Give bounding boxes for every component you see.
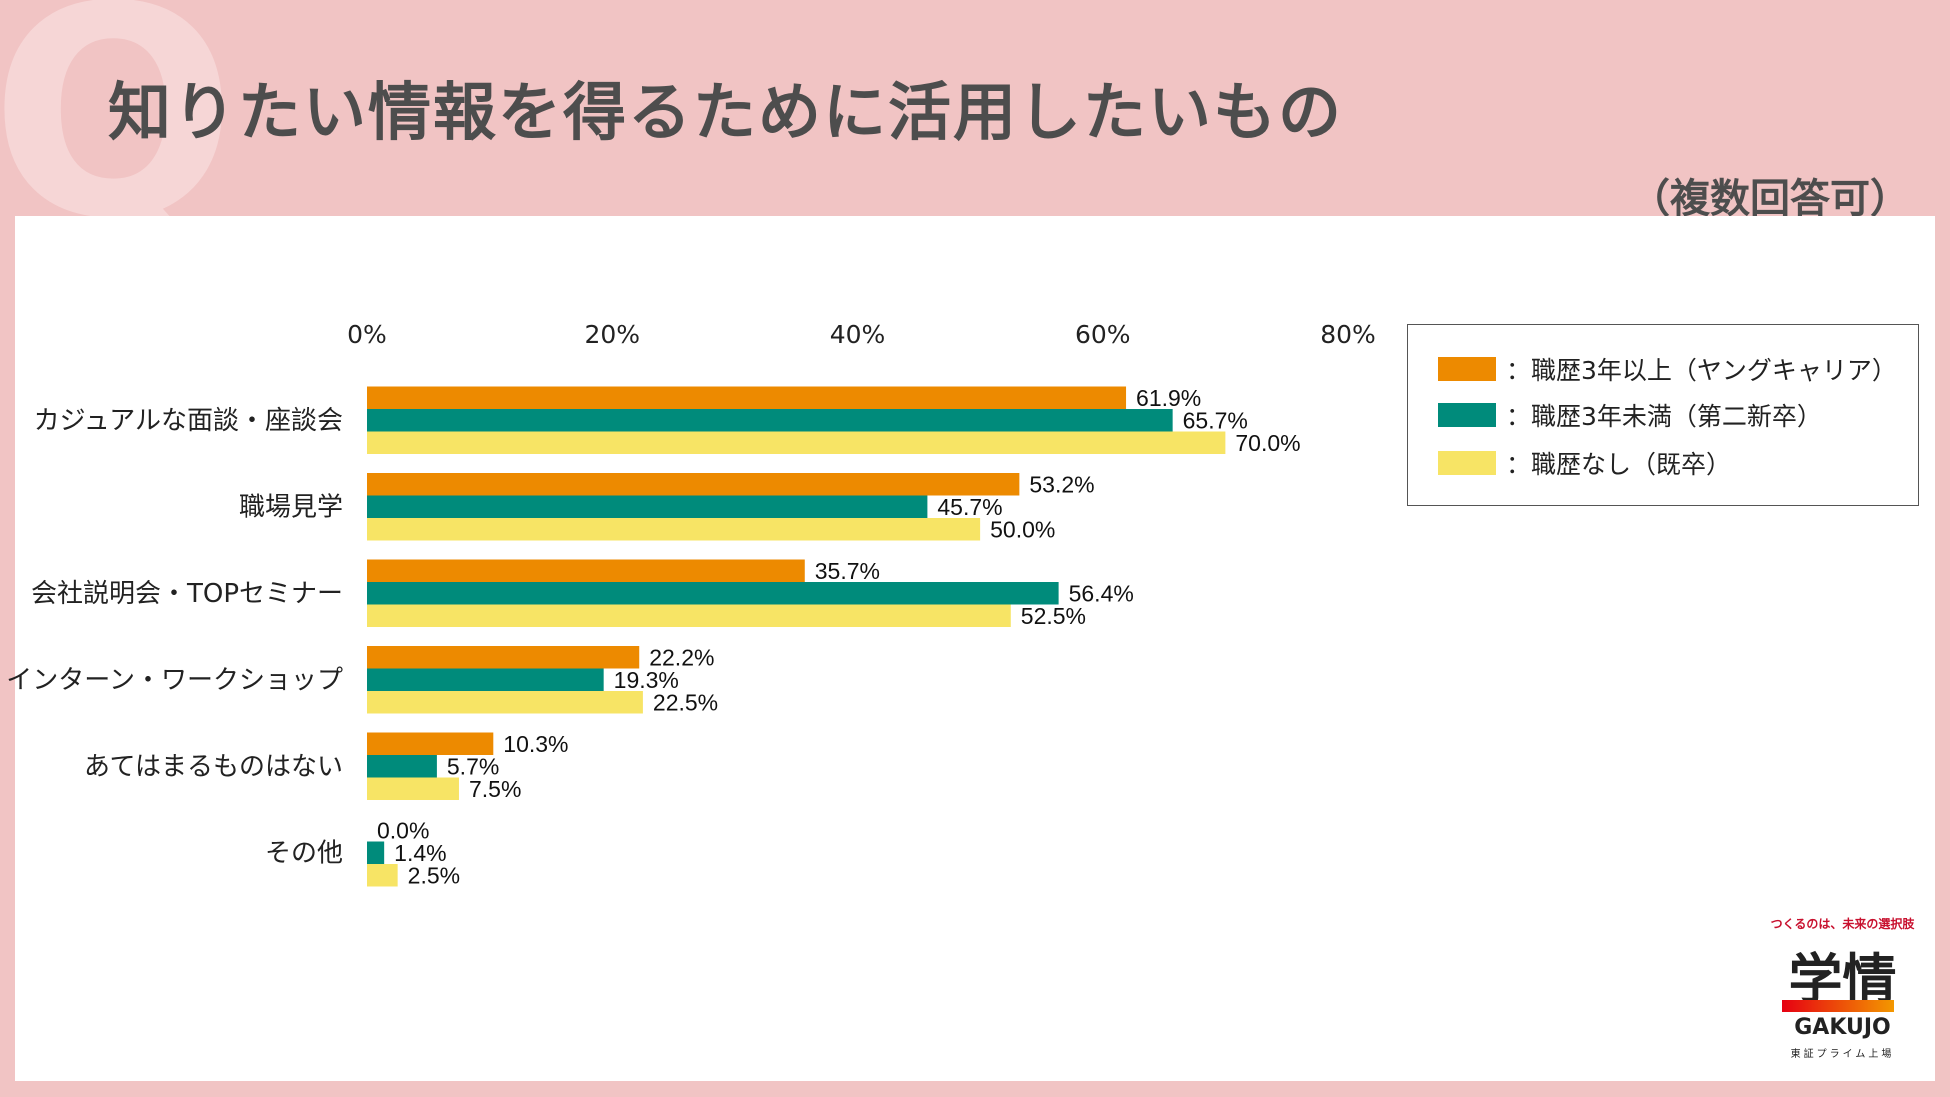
data-label: 1.4% [394, 840, 446, 866]
data-label: 53.2% [1029, 472, 1094, 498]
bar-second-new-grad [367, 755, 437, 778]
data-label: 70.0% [1235, 430, 1300, 456]
x-tick-label: 0% [347, 320, 387, 349]
data-label: 50.0% [990, 517, 1055, 543]
bar-second-new-grad [367, 841, 385, 864]
data-label: 35.7% [815, 558, 880, 584]
data-label: 22.2% [649, 645, 714, 671]
bar-young-career [367, 473, 1020, 496]
data-label: 61.9% [1136, 385, 1201, 411]
legend-item-second-new-grad: ：職歴3年未満（第二新卒） [1438, 397, 1822, 433]
bar-young-career [367, 559, 805, 582]
legend: ：職歴3年以上（ヤングキャリア） ：職歴3年未満（第二新卒） ：職歴なし（既卒） [1407, 324, 1919, 506]
bar-second-new-grad [367, 668, 604, 691]
bar-graduated [367, 777, 459, 800]
bar-young-career [367, 732, 494, 755]
bar-graduated [367, 604, 1011, 627]
x-tick-label: 80% [1320, 320, 1376, 349]
data-label: 52.5% [1021, 603, 1086, 629]
data-label: 2.5% [408, 863, 460, 889]
category-label: インターン・ワークショップ [6, 665, 343, 695]
page-subtitle: （複数回答可） [1630, 176, 1910, 222]
data-label: 5.7% [447, 754, 499, 780]
x-tick-label: 60% [1075, 320, 1131, 349]
data-label: 10.3% [503, 731, 568, 757]
bar-young-career [367, 646, 640, 669]
logo-english: GAKUJO [1794, 1015, 1891, 1040]
bar-graduated [367, 518, 981, 541]
x-tick-label: 40% [830, 320, 886, 349]
category-label: カジュアルな面談・座談会 [34, 406, 343, 436]
bar-second-new-grad [367, 495, 928, 518]
category-label: その他 [265, 838, 343, 868]
category-label: あてはまるものはない [84, 752, 343, 782]
legend-label: ：職歴3年未満（第二新卒） [1506, 402, 1822, 431]
category-label: 会社説明会・TOPセミナー [31, 579, 343, 609]
gakujo-logo: つくるのは、未来の選択肢 学情 GAKUJO 東証プライム上場 [1760, 915, 1925, 1065]
legend-swatch-yellow [1438, 451, 1496, 475]
bar-graduated [367, 431, 1226, 454]
page-title: 知りたい情報を得るために活用したいもの [108, 76, 1343, 149]
data-label: 0.0% [377, 818, 429, 844]
legend-label: ：職歴3年以上（ヤングキャリア） [1506, 356, 1897, 385]
logo-subtext: 東証プライム上場 [1790, 1049, 1895, 1060]
x-tick-label: 20% [584, 320, 640, 349]
bar-young-career [367, 386, 1127, 409]
legend-item-young-career: ：職歴3年以上（ヤングキャリア） [1438, 351, 1897, 387]
data-label: 65.7% [1183, 408, 1248, 434]
data-label: 7.5% [469, 776, 521, 802]
legend-swatch-teal [1438, 403, 1496, 427]
bar-graduated [367, 864, 398, 887]
category-label: 職場見学 [239, 492, 343, 522]
bar-second-new-grad [367, 409, 1173, 432]
legend-swatch-orange [1438, 357, 1496, 381]
legend-item-graduated: ：職歴なし（既卒） [1438, 445, 1731, 481]
legend-label: ：職歴なし（既卒） [1506, 450, 1732, 479]
data-label: 19.3% [614, 667, 679, 693]
bar-second-new-grad [367, 582, 1059, 605]
logo-gradient-bar [1782, 1000, 1894, 1012]
bar-graduated [367, 691, 643, 714]
data-label: 22.5% [653, 690, 718, 716]
data-label: 45.7% [937, 494, 1002, 520]
logo-tagline: つくるのは、未来の選択肢 [1770, 917, 1915, 931]
data-label: 56.4% [1069, 581, 1134, 607]
